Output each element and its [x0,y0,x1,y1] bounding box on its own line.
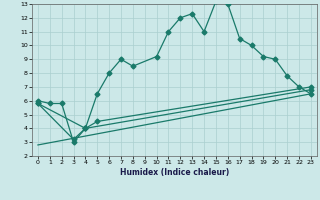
X-axis label: Humidex (Indice chaleur): Humidex (Indice chaleur) [120,168,229,177]
